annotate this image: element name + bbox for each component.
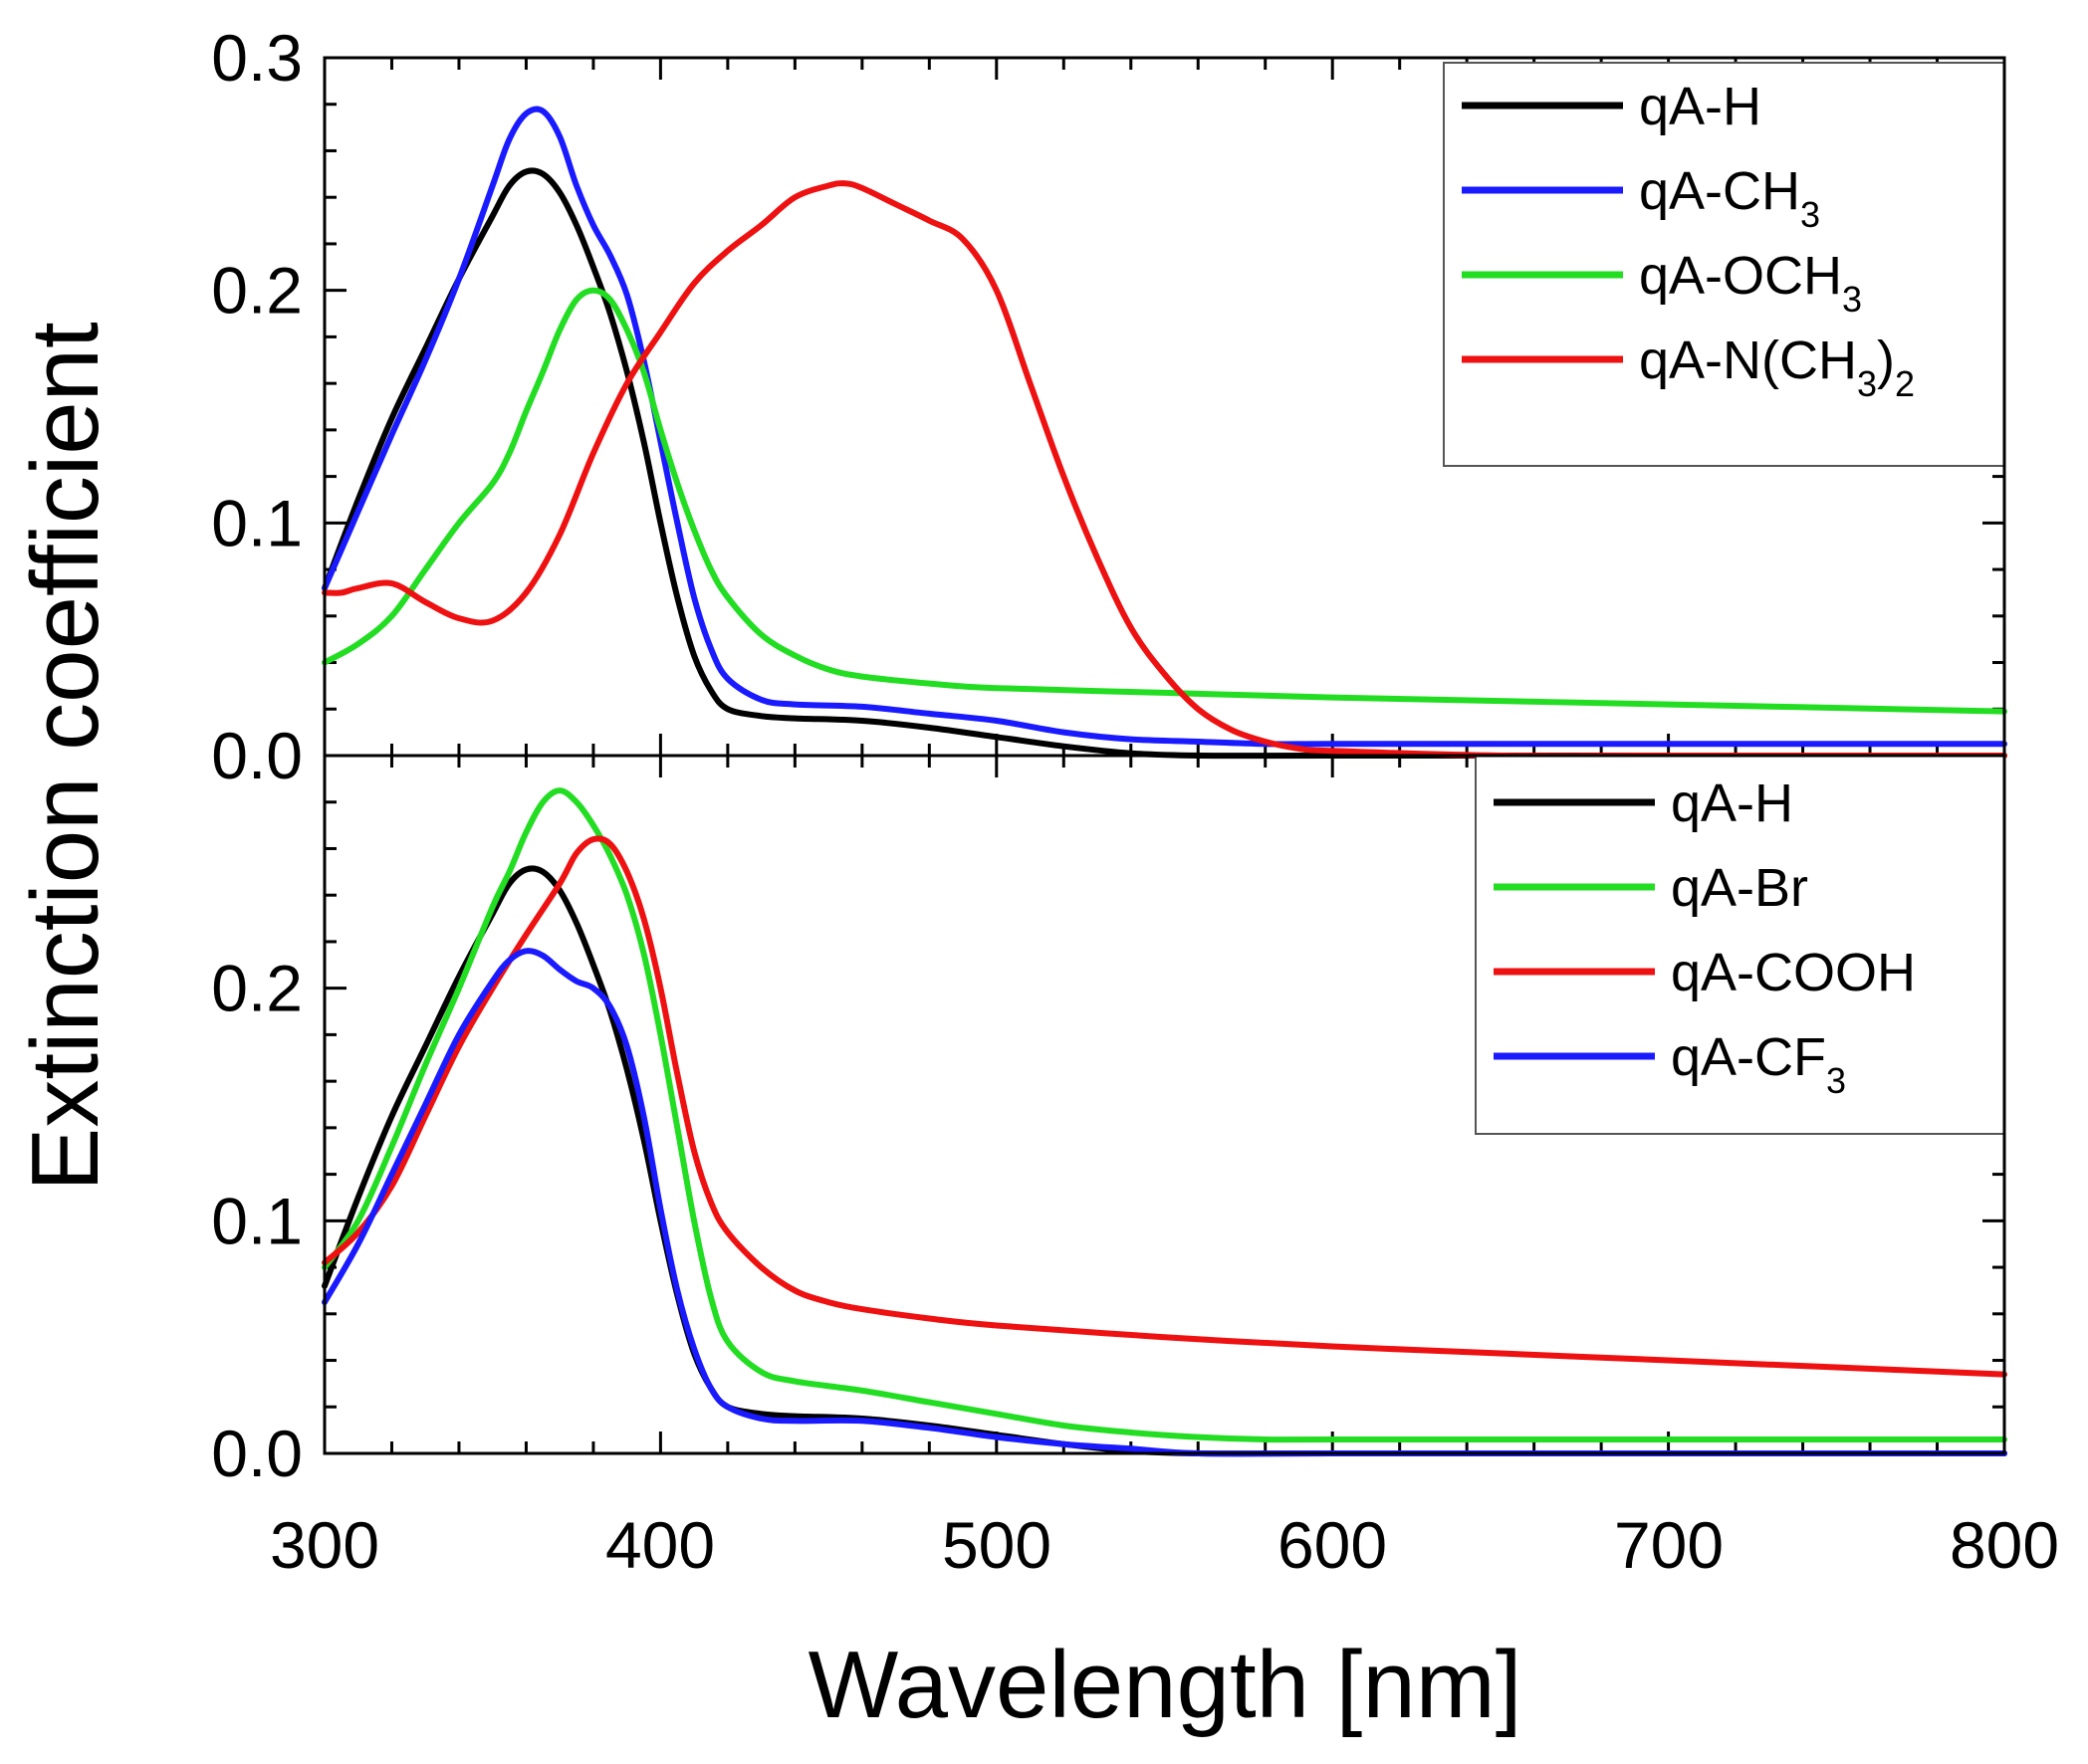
legend-label: qA-Br xyxy=(1671,858,1808,918)
y-tick-label: 0.0 xyxy=(211,719,303,792)
top-panel-ytick-labels: 0.0 0.1 0.2 0.3 xyxy=(211,21,303,792)
x-axis-title: Wavelength [nm] xyxy=(809,1632,1522,1738)
top-panel-series xyxy=(322,106,2007,760)
x-tick-labels: 300 400 500 600 700 800 xyxy=(270,1508,2059,1582)
x-tick-label: 700 xyxy=(1614,1508,1724,1582)
y-tick-label: 0.1 xyxy=(211,486,303,559)
y-tick-label: 0.0 xyxy=(211,1417,303,1490)
bottom-legend: qA-H qA-Br qA-COOH qA-CF3 xyxy=(1494,773,1916,1101)
y-tick-label: 0.1 xyxy=(211,1184,303,1257)
legend-label: qA-OCH3 xyxy=(1639,246,1862,320)
x-tick-label: 800 xyxy=(1950,1508,2059,1582)
legend-label: qA-H xyxy=(1639,77,1761,136)
legend-label: qA-CH3 xyxy=(1639,161,1820,235)
top-panel: 0.0 0.1 0.2 0.3 qA-H qA-CH3 qA-OCH3 qA-N(CH3)2 xyxy=(211,21,2007,792)
top-legend-box xyxy=(1443,62,2005,467)
series-line-qa-br xyxy=(322,787,2007,1443)
series-line-qa-och3 xyxy=(322,287,2007,715)
bottom-panel: 0.0 0.1 0.2 qA-H qA-Br qA-COOH qA-CF3 xyxy=(211,754,2007,1490)
bottom-panel-ytick-labels: 0.0 0.1 0.2 xyxy=(211,952,303,1490)
bottom-panel-frame xyxy=(323,754,2006,1455)
legend-label: qA-N(CH3)2 xyxy=(1639,331,1915,404)
x-tick-label: 300 xyxy=(270,1508,379,1582)
x-tick-label: 600 xyxy=(1277,1508,1387,1582)
series-line-qa-n-ch3-2 xyxy=(322,180,2007,760)
bottom-legend-box xyxy=(1475,755,2005,1135)
y-axis-title: Extinction coefficient xyxy=(12,322,118,1191)
y-tick-label: 0.2 xyxy=(211,952,303,1025)
top-legend: qA-H qA-CH3 qA-OCH3 qA-N(CH3)2 xyxy=(1462,77,1915,404)
y-tick-label: 0.2 xyxy=(211,254,303,328)
series-line-qa-cooh xyxy=(322,835,2007,1378)
legend-label: qA-H xyxy=(1671,773,1793,833)
legend-label: qA-COOH xyxy=(1671,943,1916,1002)
x-tick-label: 400 xyxy=(605,1508,715,1582)
y-tick-label: 0.3 xyxy=(211,21,303,95)
legend-label: qA-CF3 xyxy=(1671,1027,1846,1101)
x-tick-label: 500 xyxy=(942,1508,1051,1582)
